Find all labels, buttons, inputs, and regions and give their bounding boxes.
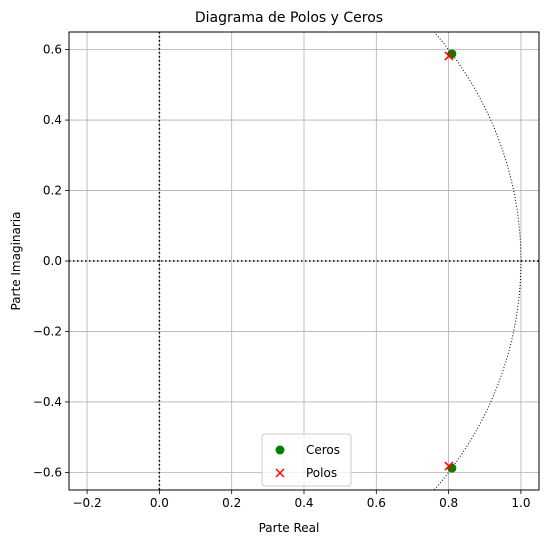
x-tick-label: −0.2: [73, 496, 102, 510]
pole-marker: [444, 51, 454, 61]
chart-title: Diagrama de Polos y Ceros: [195, 10, 383, 26]
legend-pole-marker: [275, 468, 285, 478]
markers: [444, 49, 457, 473]
x-tick-label: 0.8: [439, 496, 458, 510]
reference-lines: [69, 32, 539, 490]
x-tick-label: 0.4: [294, 496, 313, 510]
x-tick-label: 0.2: [222, 496, 241, 510]
x-tick-label: 0.6: [367, 496, 386, 510]
y-tick-label: −0.2: [33, 324, 62, 338]
y-tick-label: 0.4: [43, 113, 62, 127]
x-tick-label: 1.0: [511, 496, 530, 510]
unit-circle: [433, 32, 522, 490]
y-tick-label: −0.4: [33, 395, 62, 409]
x-axis-label: Parte Real: [259, 521, 320, 535]
pole-marker-stroke: [444, 51, 454, 61]
y-tick-label: 0.6: [43, 43, 62, 57]
legend-zero-marker: [275, 445, 285, 455]
y-tick-label: 0.2: [43, 184, 62, 198]
ticks: −0.2 0.0 0.2 0.4 0.6 0.8 1.0 −0.6 −0.4 −0.2 0.0 0.2…: [33, 43, 531, 510]
legend-box: [261, 433, 352, 487]
legend-entry-ceros: Ceros: [306, 443, 340, 457]
grid: [69, 32, 539, 490]
unit-circle-layer: [433, 32, 522, 490]
pole-marker-stroke: [444, 461, 454, 471]
legend-entry-polos: Polos: [306, 466, 337, 480]
y-axis-label: Parte Imaginaria: [9, 212, 23, 311]
x-tick-label: 0.0: [150, 496, 169, 510]
y-tick-label: −0.6: [33, 465, 62, 479]
pole-marker: [444, 461, 454, 471]
legend: Ceros Polos: [261, 433, 352, 487]
y-tick-label: 0.0: [43, 254, 62, 268]
